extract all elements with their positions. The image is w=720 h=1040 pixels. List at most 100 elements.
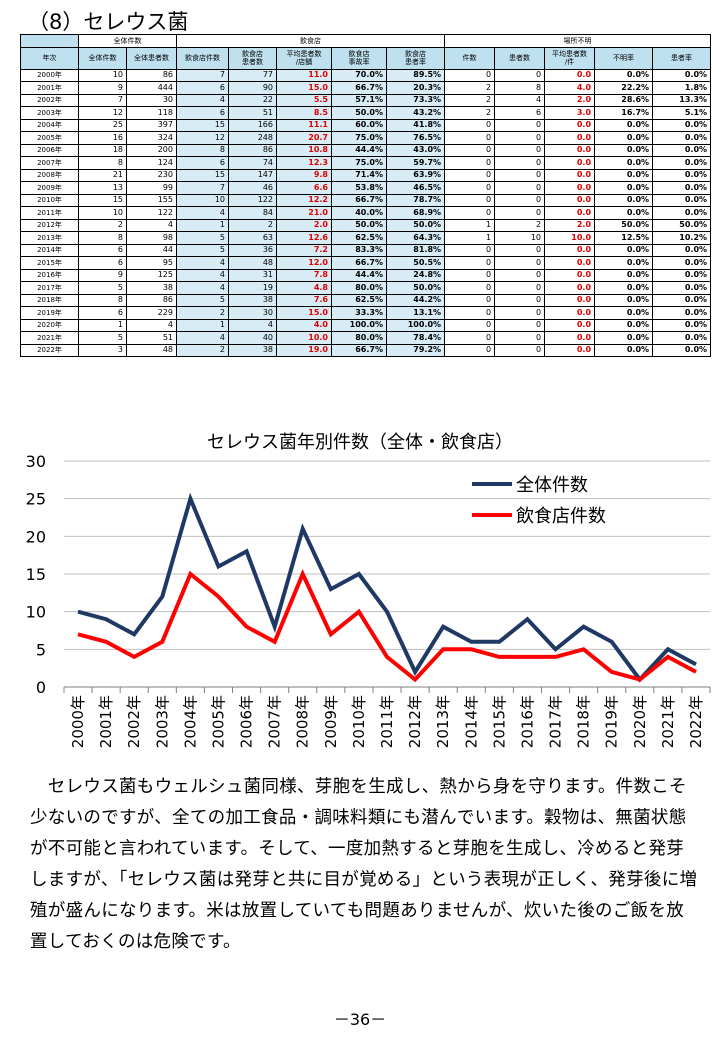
table-cell: 4.0 [544,81,596,95]
table-cell: 0.0% [652,143,712,157]
table-cell: 2.0 [544,218,596,232]
table-cell: 68.9% [385,206,446,220]
table-cell: 125 [126,268,177,282]
table-cell: 1 [444,231,496,245]
corner-cell [20,34,79,48]
table-row: 2019年 6 229 2 30 15.0 33.3% 13.1% 0 0 0.0 0.0% 0.0% [20,306,712,320]
x-tick-label: 2012年 [406,695,424,748]
table-cell: 53.8% [331,181,387,195]
table-cell: 38 [228,293,277,307]
year-cell: 2006年 [20,143,79,157]
table-cell: 0 [444,281,496,295]
table-cell: 7 [78,93,127,107]
x-tick-label: 2017年 [547,695,565,748]
table-cell: 46 [228,181,277,195]
table-cell: 124 [126,156,177,170]
table-cell: 46.5% [385,181,446,195]
table-cell: 0.0% [594,68,654,82]
x-tick-label: 2014年 [462,695,480,748]
table-cell: 20.7 [276,131,332,145]
table-cell: 7.2 [276,243,332,257]
table-cell: 0.0 [544,143,596,157]
year-cell: 2014年 [20,243,79,257]
x-tick-label: 2010年 [350,695,368,748]
y-tick-label: 25 [26,490,46,509]
table-cell: 77 [228,68,277,82]
table-cell: 0.0 [544,331,596,345]
table-cell: 229 [126,306,177,320]
table-cell: 25 [78,118,127,132]
table-cell: 63.9% [385,168,446,182]
table-cell: 4 [126,218,177,232]
column-header: 飲食店 患者率 [385,46,446,70]
table-cell: 2 [444,93,496,107]
table-cell: 8 [494,81,546,95]
body-paragraph: セレウス菌もウェルシュ菌同様、芽胞を生成し、熱から身を守ります。件数こそ少ないの… [30,777,698,952]
table-cell: 44.2% [385,293,446,307]
table-cell: 3 [78,343,127,357]
table-cell: 0.0 [544,156,596,170]
table-cell: 0.0% [652,68,712,82]
table-cell: 0.0% [594,306,654,320]
x-tick-label: 2007年 [266,695,284,748]
table-cell: 6 [78,306,127,320]
table-cell: 73.3% [385,93,446,107]
y-tick-label: 20 [26,527,46,546]
table-cell: 18 [78,143,127,157]
table-cell: 4.8 [276,281,332,295]
table-cell: 43.0% [385,143,446,157]
table-cell: 0.0% [652,343,712,357]
table-cell: 155 [126,193,177,207]
page-number: －36－ [333,1010,387,1029]
table-cell: 7.6 [276,293,332,307]
year-cell: 2018年 [20,293,79,307]
table-cell: 48 [126,343,177,357]
table-cell: 5.5 [276,93,332,107]
table-cell: 60.0% [331,118,387,132]
table-cell: 0.0% [594,143,654,157]
column-header: 件数 [444,46,496,70]
table-cell: 10.2% [652,231,712,245]
table-cell: 4 [126,318,177,332]
table-cell: 0.0 [544,118,596,132]
table-cell: 0.0 [544,268,596,282]
table-cell: 11.0 [276,68,332,82]
table-cell: 13 [78,181,127,195]
group-header: 場所不明 [444,34,712,48]
table-cell: 0.0% [594,268,654,282]
table-cell: 51 [228,106,277,120]
table-cell: 84 [228,206,277,220]
table-cell: 0 [444,243,496,257]
column-header: 不明率 [594,46,654,70]
table-cell: 0.0% [594,281,654,295]
table-cell: 2.0 [276,218,332,232]
table-row: 2009年 13 99 7 46 6.6 53.8% 46.5% 0 0 0.0 0.0% 0.0% [20,181,712,195]
table-cell: 62.5% [331,293,387,307]
table-cell: 0 [444,143,496,157]
table-cell: 0.0 [544,243,596,257]
table-cell: 147 [228,168,277,182]
table-cell: 71.4% [331,168,387,182]
table-cell: 4 [176,206,229,220]
y-tick-label: 10 [26,603,46,622]
table-cell: 78.7% [385,193,446,207]
table-cell: 0 [444,68,496,82]
table-cell: 10 [78,68,127,82]
table-cell: 1 [176,218,229,232]
year-cell: 2011年 [20,206,79,220]
table-cell: 0 [494,256,546,270]
table-cell: 0 [494,168,546,182]
year-cell: 2008年 [20,168,79,182]
table-cell: 66.7% [331,81,387,95]
table-cell: 0 [444,118,496,132]
table-cell: 20.3% [385,81,446,95]
table-row: 2020年 1 4 1 4 4.0 100.0% 100.0% 0 0 0.0 0.0% 0.0% [20,318,712,332]
table-cell: 0 [444,193,496,207]
table-cell: 122 [228,193,277,207]
table-cell: 4 [176,331,229,345]
x-tick-label: 2016年 [518,695,536,748]
year-cell: 2013年 [20,231,79,245]
table-cell: 24.8% [385,268,446,282]
table-cell: 9.8 [276,168,332,182]
table-cell: 22.2% [594,81,654,95]
